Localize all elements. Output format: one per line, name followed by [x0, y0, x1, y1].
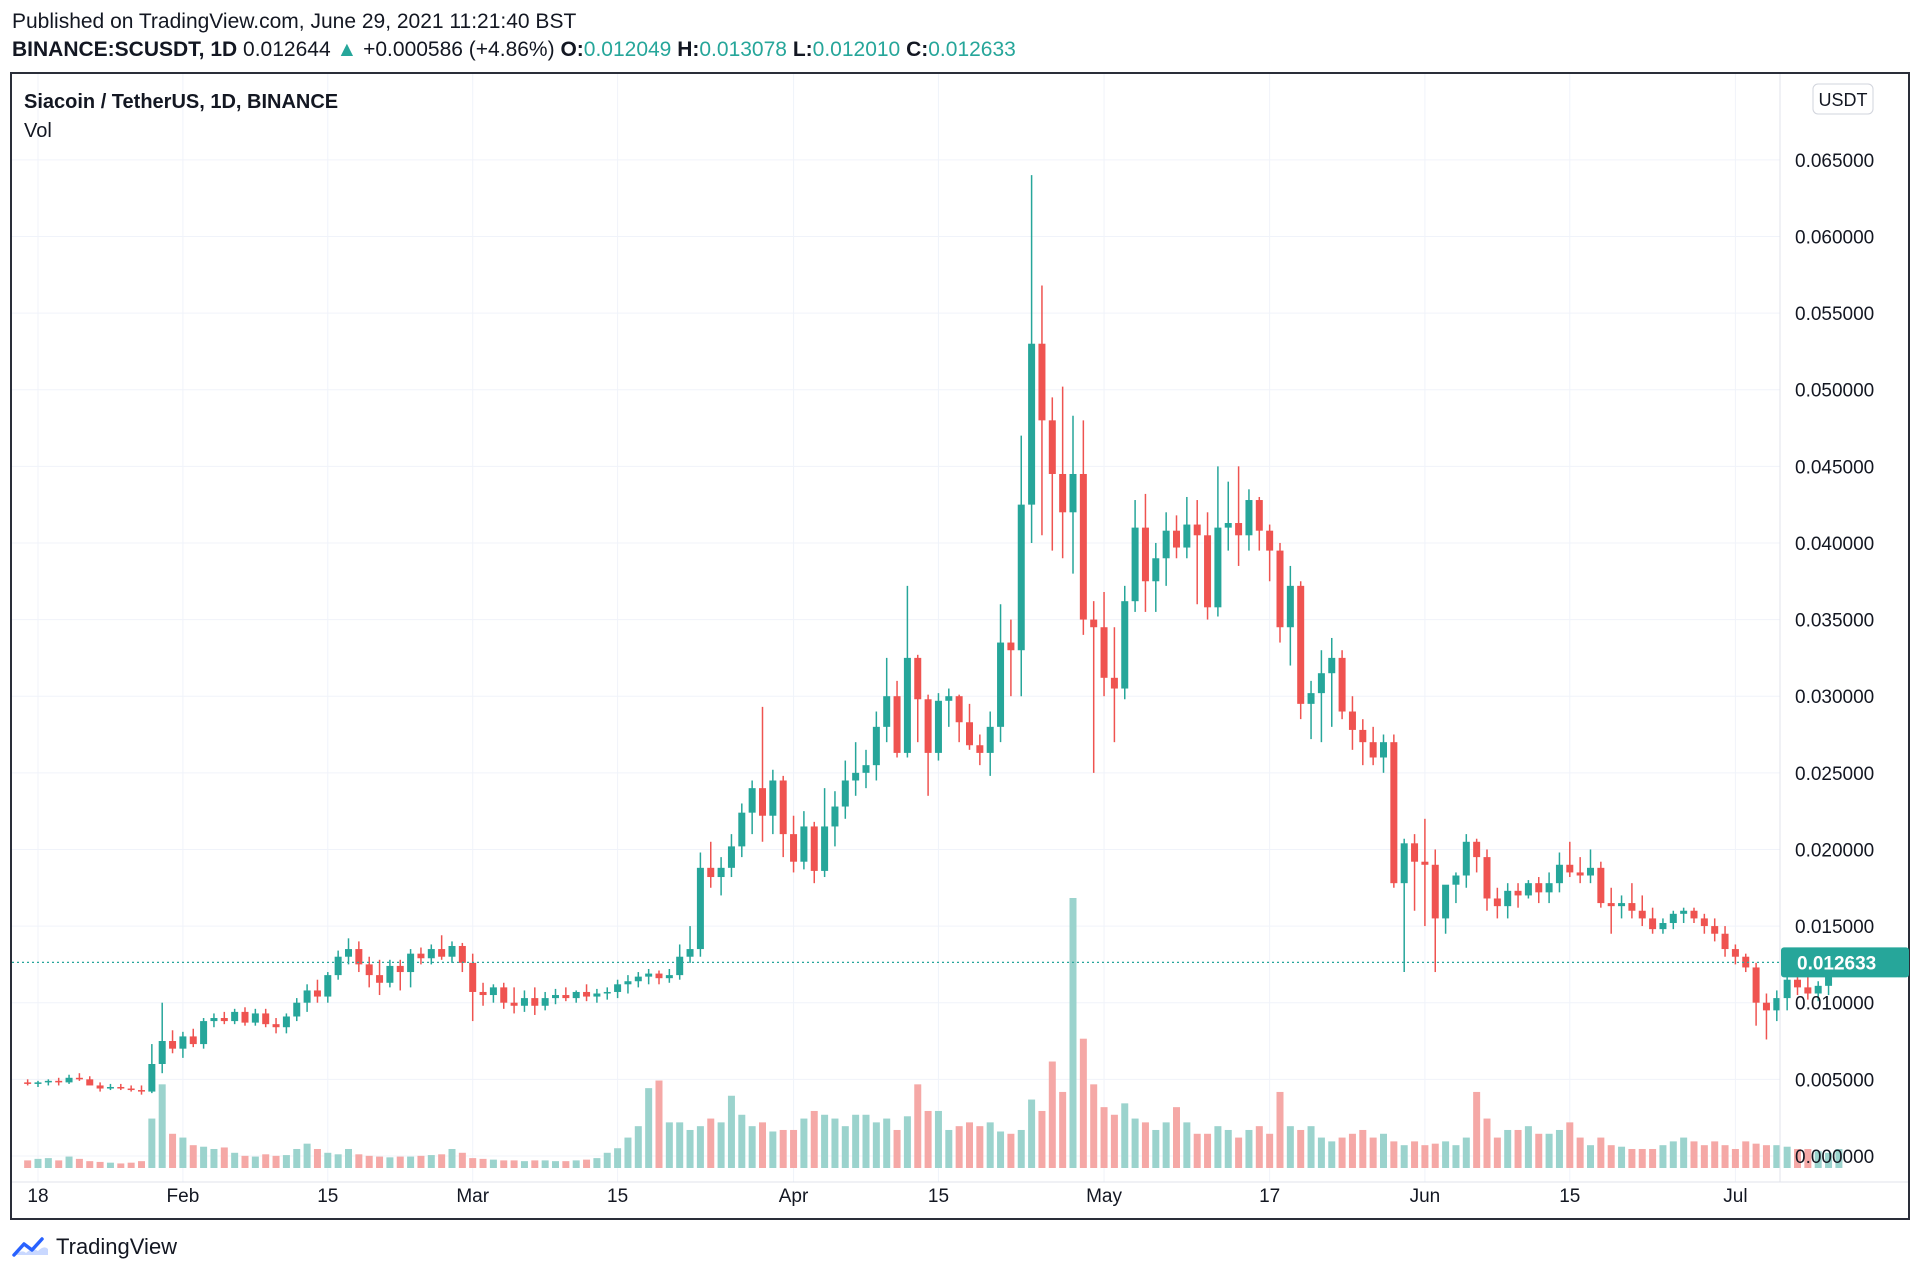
- chart-legend: Siacoin / TetherUS, 1D, BINANCE Vol: [24, 88, 338, 146]
- ohlc-line: BINANCE:SCUSDT, 1D 0.012644 ▲ +0.000586 …: [12, 36, 1016, 64]
- chart-title: Siacoin / TetherUS, 1D, BINANCE: [24, 91, 339, 113]
- open-value: 0.012049: [583, 38, 672, 61]
- up-arrow-icon: ▲: [336, 38, 358, 61]
- price-change: +0.000586 (+4.86%): [363, 38, 555, 61]
- low-label: L:: [792, 38, 813, 61]
- footer[interactable]: TradingView: [12, 1234, 177, 1260]
- symbol-label: BINANCE:SCUSDT, 1D: [12, 38, 238, 61]
- published-line: Published on TradingView.com, June 29, 2…: [12, 10, 577, 33]
- close-label: C:: [906, 38, 929, 61]
- volume-label: Vol: [24, 120, 52, 142]
- close-value: 0.012633: [928, 38, 1016, 61]
- chart-frame: [10, 72, 1910, 1220]
- footer-brand: TradingView: [56, 1234, 178, 1259]
- last-price: 0.012644: [243, 38, 331, 61]
- high-label: H:: [677, 38, 700, 61]
- low-value: 0.012010: [812, 38, 901, 61]
- open-label: O:: [560, 38, 584, 61]
- high-value: 0.013078: [699, 38, 787, 61]
- tradingview-logo-icon: [12, 1237, 48, 1257]
- publish-header: Published on TradingView.com, June 29, 2…: [12, 8, 1016, 64]
